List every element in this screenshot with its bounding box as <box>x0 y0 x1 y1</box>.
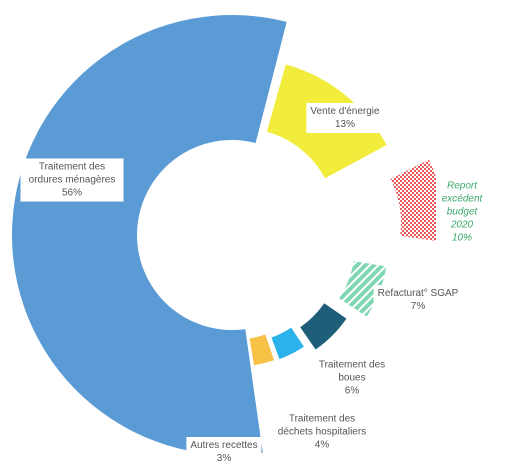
category-label: Autres recettes <box>190 440 258 451</box>
segment-label: Autres recettes 3% <box>186 437 262 467</box>
donut-segment <box>11 14 287 456</box>
value-label: 3% <box>216 453 232 464</box>
value-label: 6% <box>344 385 360 397</box>
value-label: 13% <box>334 119 356 130</box>
segment-label: Vente d'énergie 13% <box>306 103 384 133</box>
segment-label: Traitement des boues 6% <box>300 356 404 400</box>
segment-label: Traitement des ordures ménagères 56% <box>20 158 124 202</box>
segment-label: Traitement des déchets hospitaliers 4% <box>270 410 374 454</box>
category-label: Traitement des déchets hospitaliers <box>277 413 367 438</box>
segment-label: Refacturat° SGAP 7% <box>373 285 463 315</box>
donut-segment <box>249 334 275 366</box>
value-label: 10% <box>451 232 472 244</box>
donut-segment <box>390 159 444 242</box>
category-label: Refacturat° SGAP <box>377 288 459 299</box>
category-label: Traitement des boues <box>318 359 386 384</box>
donut-segment <box>300 303 347 350</box>
category-label: Traitement des ordures ménagères <box>28 161 116 186</box>
value-label: 56% <box>61 187 82 199</box>
value-label: 7% <box>410 301 426 312</box>
segment-label: Report excédent budget 2020 10% <box>436 177 488 247</box>
category-label: Vente d'énergie <box>310 106 380 117</box>
category-label: Report excédent budget 2020 <box>441 180 483 231</box>
donut-segment <box>271 327 304 360</box>
value-label: 4% <box>314 439 330 451</box>
